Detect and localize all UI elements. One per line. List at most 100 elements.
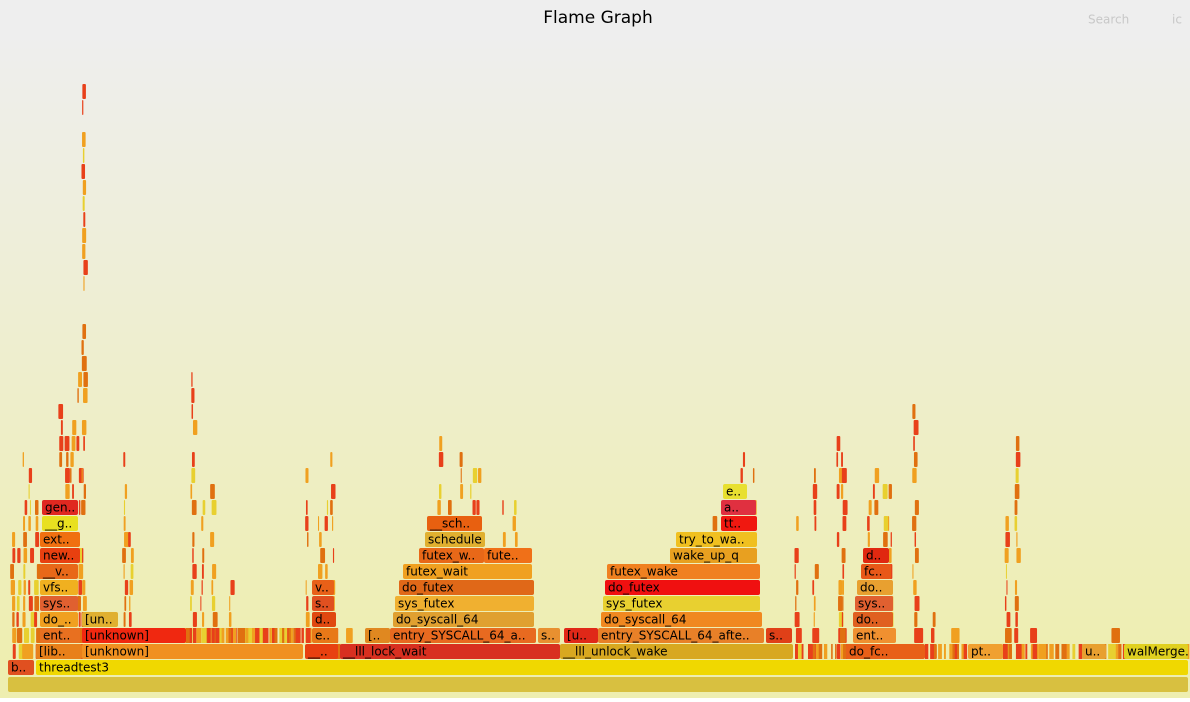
frame-sliver[interactable]: [256, 628, 260, 643]
frame-sliver[interactable]: [211, 500, 217, 515]
frame-sliver[interactable]: [470, 484, 472, 499]
frame-sliver[interactable]: [16, 612, 19, 627]
frame-sliver[interactable]: [813, 500, 817, 515]
frame-sliver[interactable]: [269, 628, 272, 643]
frame-sliver[interactable]: [814, 516, 817, 531]
frame-sliver[interactable]: [1014, 596, 1019, 611]
frame[interactable]: [40, 564, 78, 579]
frame-sliver[interactable]: [331, 484, 336, 499]
frame-sliver[interactable]: [438, 452, 444, 467]
frame-sliver[interactable]: [305, 628, 309, 643]
frame-sliver[interactable]: [813, 612, 815, 627]
frame-sliver[interactable]: [1015, 644, 1018, 659]
frame-sliver[interactable]: [192, 420, 198, 435]
frame-sliver[interactable]: [29, 500, 31, 515]
frame[interactable]: [721, 516, 757, 531]
frame-sliver[interactable]: [1108, 644, 1113, 659]
frame-sliver[interactable]: [30, 628, 35, 643]
frame-sliver[interactable]: [215, 628, 218, 643]
frame[interactable]: [676, 532, 757, 547]
frame[interactable]: [40, 596, 78, 611]
frame-sliver[interactable]: [66, 452, 69, 467]
frame-sliver[interactable]: [230, 580, 235, 595]
frame-sliver[interactable]: [1042, 644, 1047, 659]
frame-sliver[interactable]: [840, 644, 844, 659]
frame-sliver[interactable]: [82, 84, 86, 99]
frame-sliver[interactable]: [83, 436, 85, 451]
frame-sliver[interactable]: [514, 500, 517, 515]
frame[interactable]: [305, 644, 338, 659]
frame-sliver[interactable]: [219, 628, 224, 643]
frame-sliver[interactable]: [191, 372, 193, 387]
frame[interactable]: [603, 596, 760, 611]
frame-sliver[interactable]: [124, 580, 129, 595]
frame-sliver[interactable]: [842, 580, 844, 595]
frame-sliver[interactable]: [752, 468, 755, 483]
frame-sliver[interactable]: [228, 612, 232, 627]
frame-sliver[interactable]: [801, 644, 804, 659]
frame-sliver[interactable]: [795, 644, 799, 659]
frame[interactable]: [484, 548, 532, 563]
frame-sliver[interactable]: [1014, 516, 1018, 531]
frame-sliver[interactable]: [12, 596, 16, 611]
frame[interactable]: [8, 660, 34, 675]
frame[interactable]: [399, 580, 534, 595]
frame[interactable]: [670, 548, 757, 563]
frame-sliver[interactable]: [325, 564, 328, 579]
frame-sliver[interactable]: [186, 628, 189, 643]
frame-sliver[interactable]: [212, 564, 217, 579]
frame-sliver[interactable]: [229, 596, 231, 611]
frame-sliver[interactable]: [460, 468, 462, 483]
frame-sliver[interactable]: [293, 628, 296, 643]
frame-sliver[interactable]: [1004, 548, 1009, 563]
frame-sliver[interactable]: [1005, 628, 1012, 643]
frame-sliver[interactable]: [24, 500, 28, 515]
frame-sliver[interactable]: [1072, 644, 1076, 659]
frame-sliver[interactable]: [305, 612, 310, 627]
frame-sliver[interactable]: [198, 628, 202, 643]
frame[interactable]: [36, 644, 82, 659]
frame-sliver[interactable]: [35, 532, 40, 547]
frame-sliver[interactable]: [82, 132, 86, 147]
frame-sliver[interactable]: [813, 468, 816, 483]
frame-sliver[interactable]: [289, 628, 294, 643]
frame-sliver[interactable]: [34, 612, 38, 627]
frame-sliver[interactable]: [1014, 628, 1019, 643]
frame-sliver[interactable]: [963, 644, 968, 659]
frame[interactable]: [340, 644, 560, 659]
frame-sliver[interactable]: [874, 500, 879, 515]
search-button[interactable]: Search: [1088, 13, 1129, 27]
frame-sliver[interactable]: [28, 580, 31, 595]
frame-sliver[interactable]: [190, 484, 193, 499]
frame-sliver[interactable]: [1066, 644, 1070, 659]
frame[interactable]: [393, 612, 534, 627]
frame-sliver[interactable]: [912, 564, 914, 579]
frame-sliver[interactable]: [914, 548, 919, 563]
frame[interactable]: [42, 516, 78, 531]
frame-sliver[interactable]: [320, 548, 326, 563]
frame-sliver[interactable]: [78, 580, 83, 595]
frame-sliver[interactable]: [82, 100, 84, 115]
frame-sliver[interactable]: [808, 644, 813, 659]
frame-sliver[interactable]: [123, 564, 125, 579]
frame[interactable]: [425, 532, 485, 547]
frame-sliver[interactable]: [841, 548, 846, 563]
frame-sliver[interactable]: [815, 644, 820, 659]
frame-sliver[interactable]: [211, 580, 214, 595]
frame-sliver[interactable]: [831, 644, 833, 659]
frame[interactable]: [968, 644, 1003, 659]
frame-sliver[interactable]: [932, 612, 936, 627]
frame-sliver[interactable]: [23, 628, 30, 643]
frame-sliver[interactable]: [78, 500, 81, 515]
frame-sliver[interactable]: [326, 500, 329, 515]
frame-sliver[interactable]: [883, 516, 889, 531]
frame-sliver[interactable]: [128, 532, 131, 547]
frame-sliver[interactable]: [58, 404, 64, 419]
frame-sliver[interactable]: [1038, 644, 1043, 659]
frame-sliver[interactable]: [460, 484, 464, 499]
frame-sliver[interactable]: [81, 356, 87, 371]
frame-sliver[interactable]: [872, 484, 875, 499]
frame-sliver[interactable]: [951, 628, 960, 643]
frame-sliver[interactable]: [1015, 452, 1021, 467]
frame-sliver[interactable]: [28, 516, 31, 531]
